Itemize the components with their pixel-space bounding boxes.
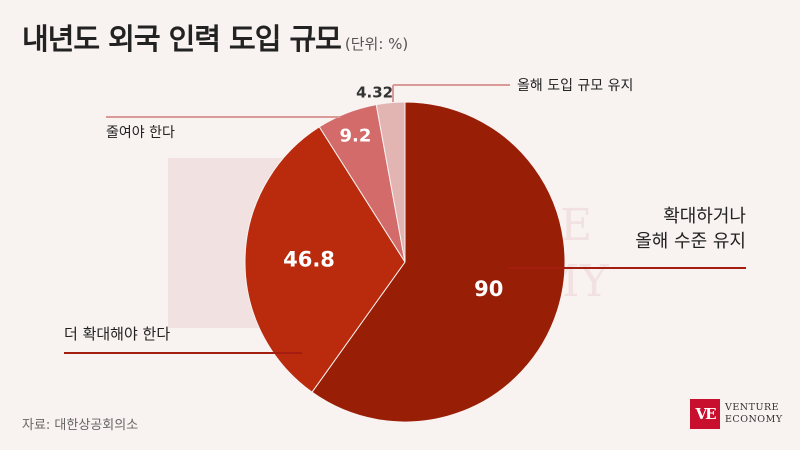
value-label-3: 4.32 bbox=[356, 83, 393, 101]
logo-line2: ECONOMY bbox=[725, 414, 783, 425]
value-label-0: 90 bbox=[474, 277, 503, 301]
logo-mark: VE bbox=[690, 399, 720, 429]
pie-slice-1 bbox=[244, 126, 406, 393]
category-label-1: 더 확대해야 한다 bbox=[64, 325, 170, 343]
logo-text: VENTURE ECONOMY bbox=[725, 402, 783, 426]
pie-slice-0 bbox=[311, 101, 566, 423]
source-note: 자료: 대한상공회의소 bbox=[22, 418, 139, 433]
unit-label: (단위: %) bbox=[344, 35, 409, 53]
value-label-1: 46.8 bbox=[283, 248, 335, 272]
category-label-line-3-0: 올해 도입 규모 유지 bbox=[517, 78, 633, 94]
value-label-2: 9.2 bbox=[340, 126, 372, 147]
category-label-2: 줄여야 한다 bbox=[106, 125, 175, 141]
category-label-line-2-0: 줄여야 한다 bbox=[106, 125, 175, 141]
category-label-3: 올해 도입 규모 유지 bbox=[517, 78, 633, 94]
category-label-line-0-0: 확대하거나 bbox=[663, 206, 746, 227]
chart-title-text: 내년도 외국 인력 도입 규모 bbox=[22, 22, 342, 56]
pie-slice-3 bbox=[375, 101, 406, 263]
brand-logo: VE VENTURE ECONOMY bbox=[690, 399, 783, 429]
category-label-line-0-1: 올해 수준 유지 bbox=[635, 231, 746, 252]
chart-title: 내년도 외국 인력 도입 규모 (단위: %) bbox=[22, 16, 408, 58]
category-label-line-1-0: 더 확대해야 한다 bbox=[64, 325, 170, 343]
logo-line1: VENTURE bbox=[725, 402, 780, 413]
